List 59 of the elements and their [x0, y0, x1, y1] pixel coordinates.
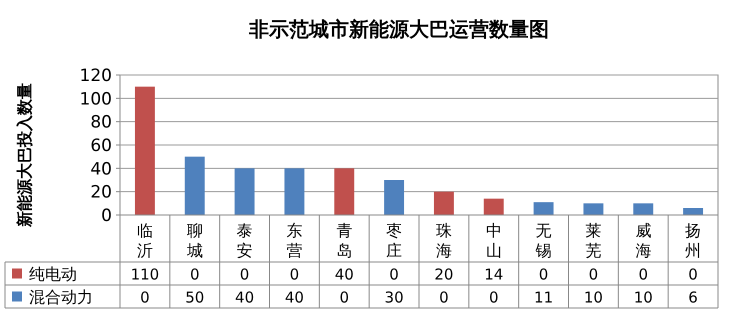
x-tick-label: 无锡: [534, 221, 552, 260]
x-tick-label: 威海: [635, 221, 652, 260]
x-tick-label: 中山: [486, 221, 502, 260]
bar: [633, 203, 654, 215]
data-label: 20: [434, 266, 454, 284]
bar: [234, 168, 255, 215]
bar: [484, 198, 504, 215]
x-tick-label: 聊城: [186, 221, 203, 260]
y-tick-label: 20: [90, 182, 112, 203]
chart-title: 非示范城市新能源大巴运营数量图: [248, 17, 549, 41]
data-label: 10: [584, 288, 603, 306]
data-label: 0: [140, 288, 150, 306]
data-label: 0: [538, 266, 548, 284]
legend-label: 纯电动: [29, 264, 77, 284]
y-tick-label: 100: [80, 89, 112, 110]
y-tick-label: 0: [101, 206, 112, 226]
data-label: 10: [634, 288, 653, 306]
data-label: 0: [688, 266, 698, 284]
x-tick-label: 珠海: [436, 221, 452, 260]
data-label: 14: [484, 266, 504, 284]
x-tick-label: 东营: [286, 221, 302, 260]
data-label: 0: [339, 288, 350, 306]
data-label: 30: [384, 288, 404, 306]
data-label: 40: [235, 288, 254, 306]
data-label: 0: [439, 288, 449, 306]
x-tick-label: 临沂: [136, 221, 153, 260]
data-label: 0: [488, 288, 499, 306]
data-label: 0: [389, 266, 399, 284]
bar: [534, 202, 554, 215]
y-tick-label: 80: [90, 112, 112, 133]
x-tick-label: 青岛: [336, 221, 352, 260]
bar: [334, 168, 354, 215]
x-tick-label: 莱芜: [585, 221, 602, 260]
data-label: 40: [284, 288, 304, 306]
y-tick-label: 40: [90, 159, 112, 180]
x-tick-label: 扬州: [685, 221, 702, 260]
y-axis-title: 新能源大巴投入数量: [15, 83, 34, 228]
data-label: 0: [190, 266, 200, 284]
data-label: 40: [334, 266, 354, 284]
y-tick-label: 60: [90, 136, 112, 156]
data-label: 0: [290, 266, 300, 284]
y-tick-label: 120: [80, 66, 112, 86]
x-tick-label: 泰安: [236, 221, 253, 260]
data-label: 6: [688, 288, 698, 306]
bar: [683, 208, 704, 215]
bar: [134, 86, 155, 215]
bar: [184, 156, 205, 215]
bar: [583, 203, 604, 215]
bar: [434, 192, 454, 215]
bar: [384, 180, 404, 215]
data-label: 50: [185, 288, 204, 306]
data-label: 11: [534, 288, 554, 306]
data-label: 0: [638, 266, 648, 284]
data-label: 0: [588, 266, 598, 284]
data-label: 110: [130, 266, 160, 284]
data-label: 0: [240, 266, 250, 284]
bar: [284, 168, 304, 215]
legend-label: 混合动力: [29, 288, 93, 306]
x-tick-label: 枣庄: [386, 221, 402, 260]
